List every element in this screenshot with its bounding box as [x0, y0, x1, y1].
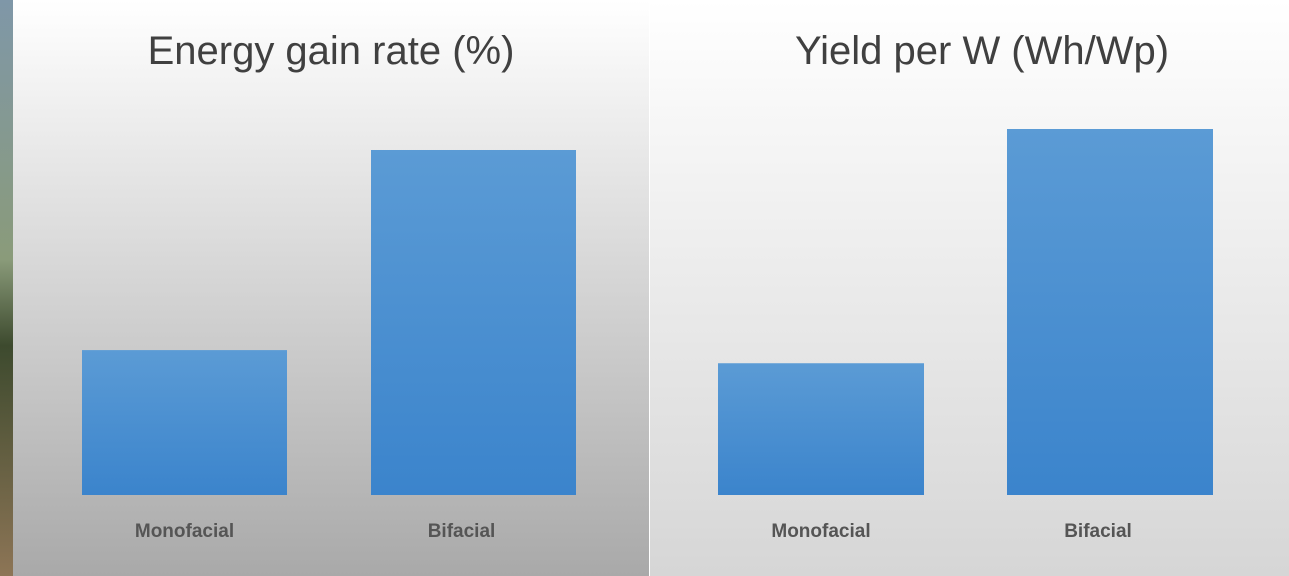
bar — [82, 350, 287, 495]
bar — [718, 363, 924, 495]
bar — [371, 150, 576, 495]
chart-title: Yield per W (Wh/Wp) — [795, 29, 1169, 73]
x-tick-label: Monofacial — [135, 521, 234, 542]
photo-edge — [0, 0, 13, 576]
chart-title: Energy gain rate (%) — [148, 29, 515, 73]
x-tick-label: Bifacial — [428, 521, 496, 542]
x-tick-label: Monofacial — [771, 521, 870, 542]
x-tick-label: Bifacial — [1064, 521, 1132, 542]
bar — [1007, 129, 1213, 495]
